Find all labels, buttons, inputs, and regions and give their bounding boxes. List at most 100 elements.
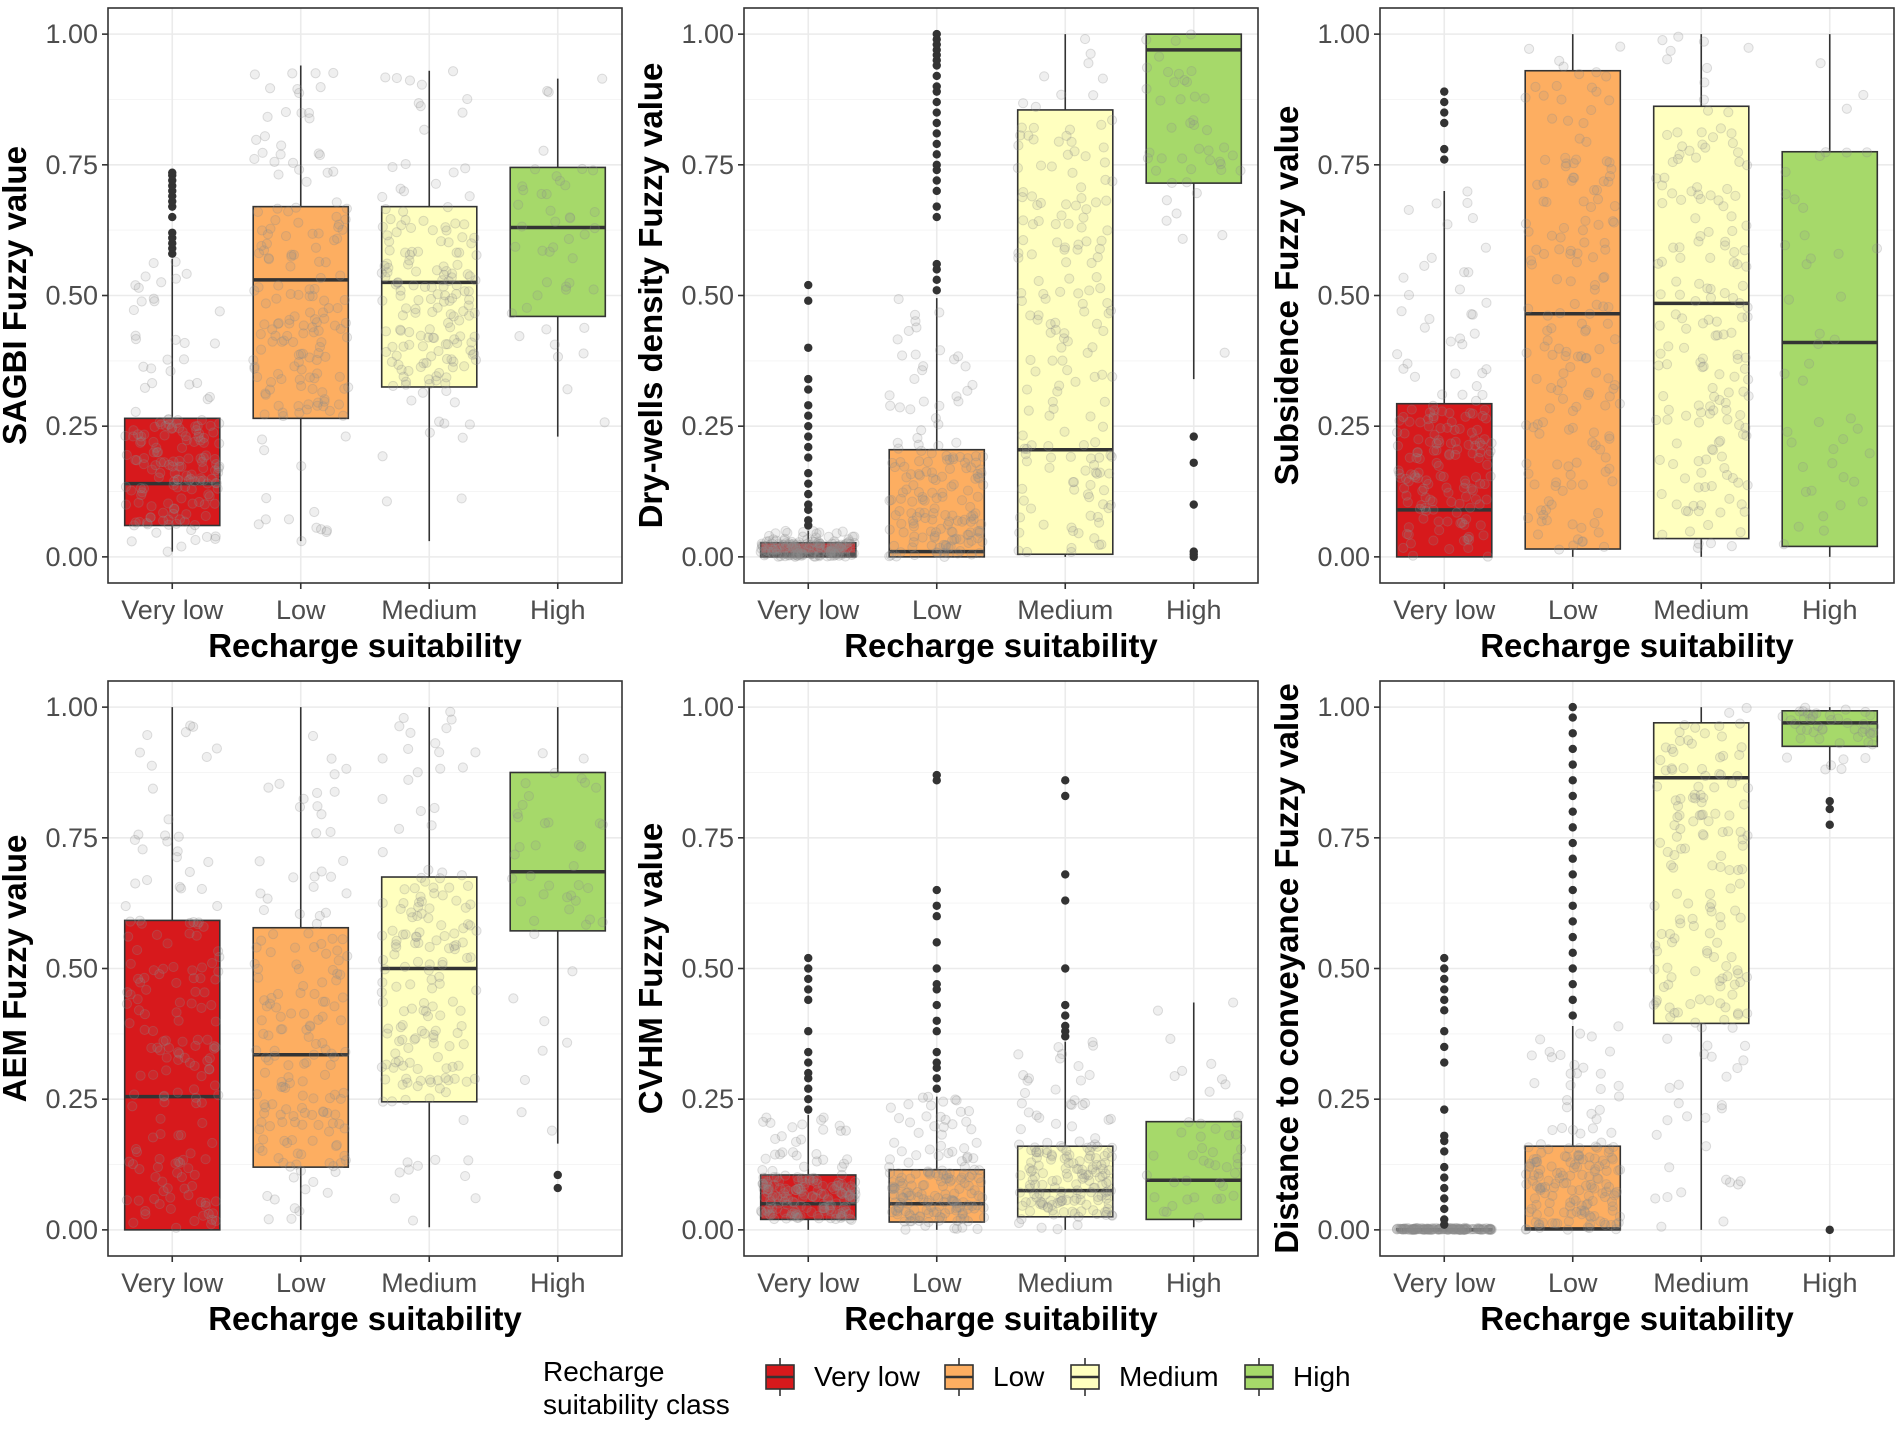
- box-medium: [1016, 1041, 1114, 1230]
- jitter-point: [1450, 368, 1461, 379]
- jitter-point: [917, 1180, 929, 1191]
- jitter-point: [1478, 1224, 1490, 1235]
- jitter-point: [466, 337, 477, 348]
- jitter-point: [1085, 48, 1096, 59]
- jitter-point: [789, 541, 800, 552]
- jitter-point: [565, 890, 577, 901]
- jitter-point: [395, 183, 406, 194]
- jitter-point: [889, 461, 901, 473]
- jitter-point: [1650, 1193, 1661, 1204]
- jitter-point: [1403, 204, 1414, 216]
- jitter-point: [1398, 1224, 1409, 1235]
- jitter-point: [1793, 521, 1804, 532]
- jitter-point: [1407, 1224, 1418, 1235]
- jitter-point: [1198, 1155, 1209, 1166]
- jitter-point: [335, 1015, 347, 1026]
- jitter-point: [827, 546, 838, 557]
- jitter-point: [1604, 431, 1615, 442]
- x-tick-label: Medium: [381, 1268, 477, 1298]
- jitter-point: [319, 394, 330, 405]
- jitter-point: [564, 212, 575, 223]
- jitter-point: [1031, 1192, 1042, 1203]
- jitter-point: [797, 531, 808, 542]
- y-tick-label: 1.00: [681, 19, 734, 49]
- jitter-point: [578, 348, 589, 359]
- jitter-point: [204, 1053, 215, 1064]
- jitter-point: [947, 1195, 958, 1206]
- jitter-point: [325, 871, 337, 882]
- jitter-point: [894, 1176, 906, 1187]
- jitter-point: [929, 1121, 940, 1132]
- jitter-point: [1018, 235, 1029, 246]
- jitter-point: [1520, 1224, 1531, 1235]
- outlier-point: [1061, 776, 1070, 785]
- jitter-point: [1460, 1224, 1472, 1235]
- jitter-point: [1665, 45, 1676, 56]
- jitter-point: [292, 1148, 303, 1159]
- jitter-point: [142, 519, 153, 530]
- jitter-point: [1227, 150, 1238, 161]
- jitter-point: [769, 1149, 781, 1160]
- jitter-point: [1013, 545, 1024, 556]
- jitter-point: [471, 925, 482, 937]
- jitter-point: [187, 498, 198, 509]
- jitter-point: [1052, 386, 1063, 397]
- jitter-point: [1576, 318, 1587, 329]
- jitter-point: [415, 1075, 426, 1086]
- jitter-point: [1551, 477, 1562, 488]
- jitter-point: [1814, 328, 1825, 339]
- jitter-point: [976, 467, 987, 479]
- jitter-point: [971, 1137, 982, 1148]
- jitter-point: [1705, 292, 1717, 303]
- jitter-point: [1585, 1179, 1596, 1190]
- jitter-point: [933, 1150, 944, 1161]
- jitter-point: [1733, 968, 1744, 979]
- jitter-point: [273, 368, 284, 380]
- box-iqr: [123, 919, 221, 1231]
- jitter-point: [1161, 195, 1172, 206]
- jitter-point: [447, 1061, 458, 1072]
- jitter-point: [1688, 816, 1699, 827]
- jitter-point: [957, 1208, 968, 1219]
- jitter-point: [333, 222, 344, 233]
- jitter-point: [1532, 179, 1543, 190]
- jitter-point: [376, 987, 387, 998]
- jitter-point: [584, 914, 596, 925]
- jitter-point: [256, 434, 268, 445]
- outlier-point: [1440, 144, 1449, 154]
- jitter-point: [148, 965, 159, 976]
- jitter-point: [1027, 1165, 1038, 1176]
- jitter-point: [960, 361, 971, 372]
- jitter-point: [408, 280, 419, 291]
- jitter-point: [963, 537, 974, 549]
- jitter-point: [202, 1034, 213, 1045]
- jitter-point: [1221, 1162, 1232, 1173]
- jitter-point: [288, 336, 299, 348]
- jitter-point: [410, 1033, 421, 1044]
- jitter-point: [897, 1178, 908, 1189]
- jitter-point: [294, 407, 305, 418]
- jitter-point: [1026, 440, 1037, 451]
- jitter-point: [1581, 136, 1592, 147]
- jitter-point: [1584, 1160, 1595, 1171]
- jitter-point: [1708, 405, 1719, 416]
- box-iqr: [252, 926, 350, 1168]
- outlier-point: [932, 1000, 941, 1010]
- y-tick-label: 0.00: [45, 1215, 98, 1245]
- jitter-point: [1101, 1206, 1112, 1218]
- jitter-point: [154, 969, 165, 980]
- jitter-point: [888, 1184, 899, 1195]
- box-very-low: [759, 530, 857, 558]
- jitter-point: [933, 419, 944, 430]
- jitter-point: [815, 538, 826, 549]
- jitter-point: [158, 1091, 169, 1102]
- jitter-point: [387, 925, 398, 936]
- jitter-point: [286, 1134, 298, 1146]
- jitter-point: [471, 985, 482, 996]
- jitter-point: [316, 938, 327, 950]
- jitter-point: [588, 284, 599, 295]
- jitter-point: [893, 1202, 904, 1214]
- jitter-point: [972, 1200, 983, 1211]
- jitter-point: [329, 1001, 340, 1012]
- jitter-point: [1735, 409, 1746, 421]
